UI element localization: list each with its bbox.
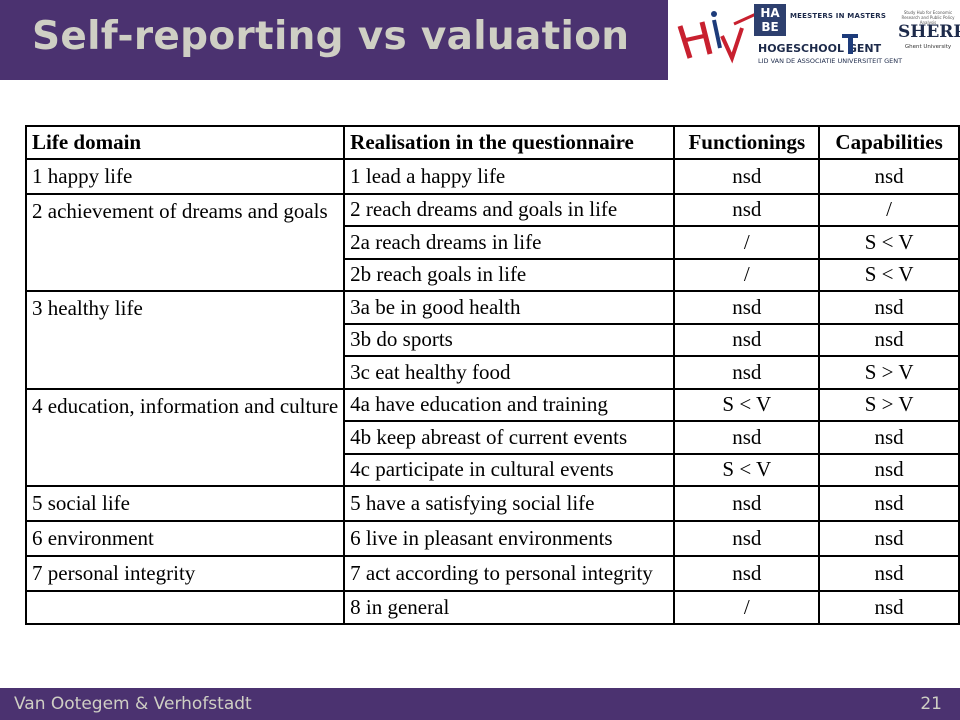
realisation-cell: 3c eat healthy food [343,355,676,390]
sherppa-subtext: Ghent University [904,44,952,50]
table-row: 1 happy life 1 lead a happy life nsd nsd [24,157,960,195]
hogeschool-mark-icon [842,34,858,54]
header-functionings: Functionings [673,125,821,160]
capabilities-cell: nsd [818,420,960,455]
capabilities-cell: nsd [818,452,960,487]
table-row: 5 social life 5 have a satisfying social… [24,485,960,522]
capabilities-cell: S < V [818,225,960,260]
functionings-cell: S < V [673,452,821,487]
realisation-cell: 7 act according to personal integrity [343,555,676,592]
realisation-cell: 4a have education and training [343,387,676,422]
table-row: 2a reach dreams in life / S < V [26,225,960,260]
life-domain-cell: 6 environment [24,520,346,557]
functionings-cell: nsd [673,157,821,195]
realisation-cell: 2a reach dreams in life [343,225,676,260]
realisation-cell: 5 have a satisfying social life [343,485,676,522]
header-life-domain: Life domain [24,125,346,160]
capabilities-cell: S > V [818,387,960,422]
hava-line-2: BE [761,20,779,34]
realisation-cell: 6 live in pleasant environments [343,520,676,557]
functionings-cell: / [673,590,821,625]
table-row: 3c eat healthy food nsd S > V [26,355,960,390]
capabilities-cell: nsd [818,485,960,522]
table-row: 4 education, information and culture 4a … [24,387,960,487]
life-domain-cell [24,590,346,625]
logo-strip: HA BE MEESTERS IN MASTERS HOGESCHOOL GEN… [672,0,960,80]
functionings-cell: nsd [673,290,821,325]
capabilities-cell: nsd [818,520,960,557]
realisation-cell: 4c participate in cultural events [343,452,676,487]
slide-title: Self-reporting vs valuation [32,14,630,59]
capabilities-cell: nsd [818,322,960,357]
functionings-cell: nsd [673,192,821,227]
capabilities-cell: S > V [818,355,960,390]
meesters-text: MEESTERS IN MASTERS [790,12,887,20]
capabilities-cell: / [818,192,960,227]
functionings-cell: S < V [673,387,821,422]
footer-bar: Van Ootegem & Verhofstadt 21 [0,688,960,720]
table-row: 3b do sports nsd nsd [26,322,960,357]
hogeschool-text: HOGESCHOOL GENT [758,42,882,55]
functionings-cell: nsd [673,520,821,557]
realisation-cell: 8 in general [343,590,676,625]
realisation-cell: 3a be in good health [343,290,676,325]
hava-logo: HA BE [754,4,786,36]
table-row: 2 achievement of dreams and goals 2 reac… [24,192,960,292]
capabilities-cell: nsd [818,590,960,625]
sherppa-logo: Study Hub for Economic Research and Publ… [898,8,960,66]
table-row: 6 environment 6 live in pleasant environ… [24,520,960,557]
realisation-cell: 2 reach dreams and goals in life [343,192,676,227]
table-row: 8 in general / nsd [24,590,960,625]
realisation-cell: 1 lead a happy life [343,157,676,195]
table-row: 7 personal integrity 7 act according to … [24,555,960,592]
capabilities-cell: nsd [818,555,960,592]
functionings-cell: / [673,257,821,292]
table-row: 4c participate in cultural events S < V … [26,452,960,487]
life-domain-cell: 3 healthy life [24,290,346,390]
functionings-cell: nsd [673,322,821,357]
table-row: 4b keep abreast of current events nsd ns… [26,420,960,455]
functionings-cell: nsd [673,555,821,592]
table-row: 2b reach goals in life / S < V [26,257,960,292]
realisation-cell: 3b do sports [343,322,676,357]
header-realisation: Realisation in the questionnaire [343,125,676,160]
header-capabilities: Capabilities [818,125,960,160]
capabilities-cell: nsd [818,290,960,325]
life-domain-cell: 1 happy life [24,157,346,195]
life-domain-cell: 5 social life [24,485,346,522]
hiva-logo [677,11,757,64]
functionings-cell: nsd [673,355,821,390]
footer-author: Van Ootegem & Verhofstadt [14,694,252,714]
life-domain-cell: 7 personal integrity [24,555,346,592]
functionings-cell: nsd [673,420,821,455]
table-row: 3 healthy life 3a be in good health nsd … [24,290,960,390]
capabilities-cell: S < V [818,257,960,292]
hava-line-1: HA [760,6,780,20]
realisation-cell: 4b keep abreast of current events [343,420,676,455]
realisation-cell: 2b reach goals in life [343,257,676,292]
table-header-row: Life domain Realisation in the questionn… [24,125,960,160]
functionings-cell: nsd [673,485,821,522]
sherppa-tagline: Study Hub for Economic Research and Publ… [901,10,955,25]
life-domain-cell: 2 achievement of dreams and goals [24,192,346,292]
hogeschool-subtext: LID VAN DE ASSOCIATIE UNIVERSITEIT GENT [758,57,903,65]
results-table: Life domain Realisation in the questionn… [24,125,960,625]
page-number: 21 [920,694,942,714]
life-domain-cell: 4 education, information and culture [24,387,346,487]
title-bar: Self-reporting vs valuation [0,0,668,80]
functionings-cell: / [673,225,821,260]
capabilities-cell: nsd [818,157,960,195]
sherppa-name: SHERPPA [898,22,960,42]
